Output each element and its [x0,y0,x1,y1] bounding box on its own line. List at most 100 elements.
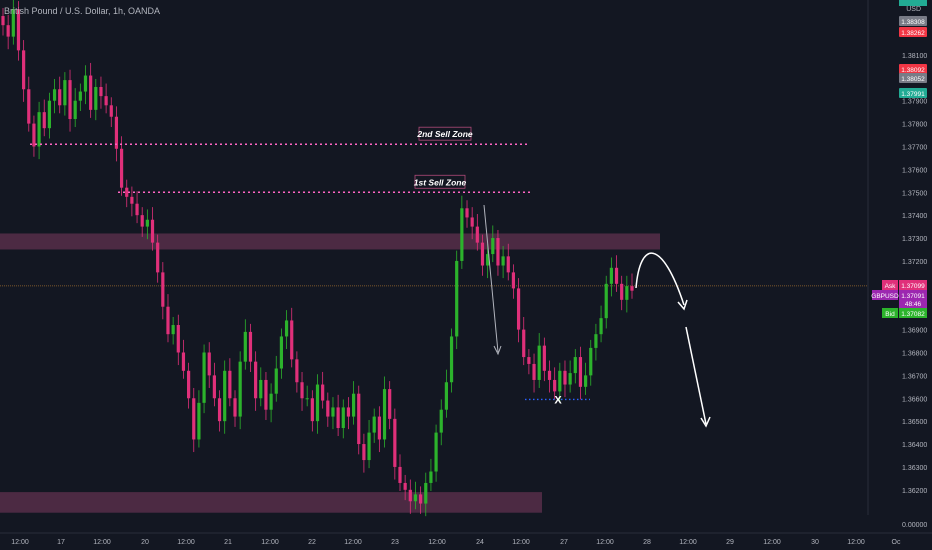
candle [511,264,516,299]
candle-body [444,382,448,410]
candle-body [305,398,309,400]
candle-body [553,379,557,392]
candle [269,383,273,423]
candle [419,486,423,514]
price-badge-text: 1.38262 [901,30,925,37]
price-badge-bg [899,73,927,83]
candle [527,349,531,375]
candle-body [37,112,41,147]
candle [130,186,134,217]
candle [114,106,119,162]
candle-body [609,267,613,284]
candle [516,278,521,343]
price-badge-text: 1.38052 [901,76,925,83]
candle-body [336,407,340,429]
candle [290,307,294,368]
candle [568,360,572,393]
time-tick-label: 12:00 [763,539,781,546]
price-badge[interactable]: 1.38308 [899,16,927,26]
candle [553,367,557,400]
candle-body [243,331,247,362]
candle [449,328,454,393]
candle-body [16,9,21,51]
candle-body [568,373,572,385]
candle-body [202,352,206,403]
candle [150,207,155,251]
candle [346,397,351,430]
candle-body [228,370,232,399]
price-badge[interactable]: 1.38052 [899,73,927,83]
candle [78,83,82,112]
candle [321,371,325,409]
candle-body [290,320,294,360]
candle-body [217,398,222,422]
price-axis[interactable]: 1.381001.380001.379001.378001.377001.376… [867,0,927,529]
candle-body [522,329,526,358]
candle-body [171,325,175,335]
price-badge[interactable]: 1.37991 [899,88,927,98]
candle-body [470,217,474,227]
candle-body [419,494,423,504]
candle-body [264,379,268,410]
candle-body [388,389,392,419]
candle-body [310,398,314,422]
candle [594,323,598,361]
forecast-curve [635,252,685,306]
candle-body [341,407,345,429]
candle-body [573,357,577,374]
currency-label: USD [906,6,921,13]
candle [331,397,335,430]
candle-body [625,286,629,300]
time-tick-label: 22 [308,539,316,546]
bid-price-bg [899,308,927,318]
candle [455,250,459,350]
candle-body [362,444,366,461]
candle [470,207,474,240]
time-tick-label: 12:00 [93,539,111,546]
symbol-badge: GBPUSD [871,293,899,300]
candle-body [140,215,144,227]
candle-body [403,482,407,490]
candle [212,362,216,407]
candle-body [284,320,289,337]
candle [491,225,495,263]
candle [583,362,588,395]
ask-price: 1.37099 [901,283,925,290]
candle [22,40,26,102]
candle [315,374,320,434]
bid-label: Bid [885,311,895,318]
candle [351,381,356,425]
time-axis[interactable]: 12:00 17 12:00 20 12:00 21 12:00 22 12:00 23 12:00… [0,532,932,546]
candle-body [119,148,124,188]
candle [475,214,479,251]
price-tick-label: 1.36300 [902,465,927,472]
candle-body [207,352,211,376]
candle [357,385,361,455]
candle-body [192,398,196,440]
candle-body [589,347,593,376]
time-tick-label: 30 [811,539,819,546]
price-badge[interactable]: 1.38262 [899,27,927,37]
price-tick-label: 1.36800 [902,350,927,357]
candle-body [408,489,412,502]
candle-body [491,238,495,255]
candle [372,408,376,443]
candle [599,305,603,343]
forecast-arrow-path [685,326,707,425]
candle-body [599,318,603,335]
candle [125,179,129,208]
candle-body [429,471,433,483]
ask-label: Ask [885,283,897,290]
candle [609,257,613,297]
price-tick-label: 1.36600 [902,396,927,403]
candle [367,420,371,469]
candle-body [583,375,588,387]
candle [109,97,113,128]
candle-body [94,86,98,110]
candle [336,394,340,437]
price-badge[interactable]: 1.38092 [899,64,927,74]
candle-body [563,370,567,385]
forecast-curve-head [677,299,688,311]
candle-body [300,382,304,399]
